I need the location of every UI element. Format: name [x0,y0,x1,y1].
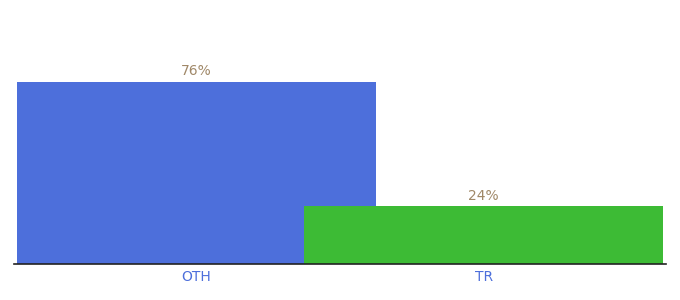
Text: 76%: 76% [181,64,211,78]
Bar [17,82,376,264]
Text: 24%: 24% [469,189,499,203]
Bar [304,206,663,264]
